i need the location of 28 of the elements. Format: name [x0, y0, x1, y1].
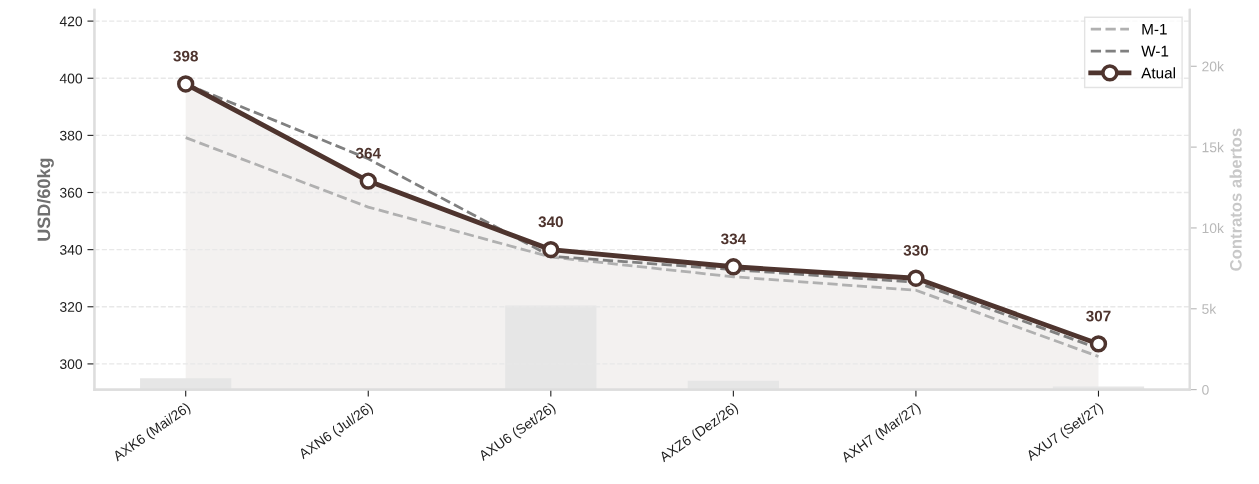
point — [1089, 335, 1108, 353]
y2-tick-label: 5k — [1202, 303, 1217, 314]
legend-label: Atual — [1141, 67, 1175, 79]
point — [177, 75, 195, 93]
point — [359, 172, 377, 190]
y2-tick-label: 15k — [1202, 142, 1224, 153]
data-label: 364 — [355, 147, 381, 159]
y-tick-label: 360 — [59, 187, 83, 198]
y2-tick-label: 20k — [1202, 61, 1224, 72]
y-axis-title: USD/60kg — [36, 158, 54, 241]
data-label: 340 — [538, 216, 563, 228]
data-label: 330 — [903, 244, 929, 256]
y-tick-label: 420 — [59, 16, 83, 27]
data-label: 334 — [720, 233, 747, 245]
y-tick-label: 400 — [59, 73, 83, 84]
data-label: 307 — [1086, 310, 1111, 322]
y2-tick-label: 10k — [1202, 222, 1224, 234]
legend-label: W-1 — [1141, 45, 1169, 57]
y-tick-label: 340 — [59, 244, 83, 255]
y-tick-label: 320 — [59, 302, 83, 312]
point — [907, 269, 925, 287]
point — [724, 258, 743, 276]
data-label: 398 — [173, 50, 198, 62]
y-tick-label: 300 — [59, 359, 83, 370]
y2-tick-label: 0 — [1202, 384, 1209, 395]
y-tick-label: 380 — [59, 130, 83, 141]
point — [542, 240, 560, 259]
legend-label: M-1 — [1142, 23, 1167, 35]
